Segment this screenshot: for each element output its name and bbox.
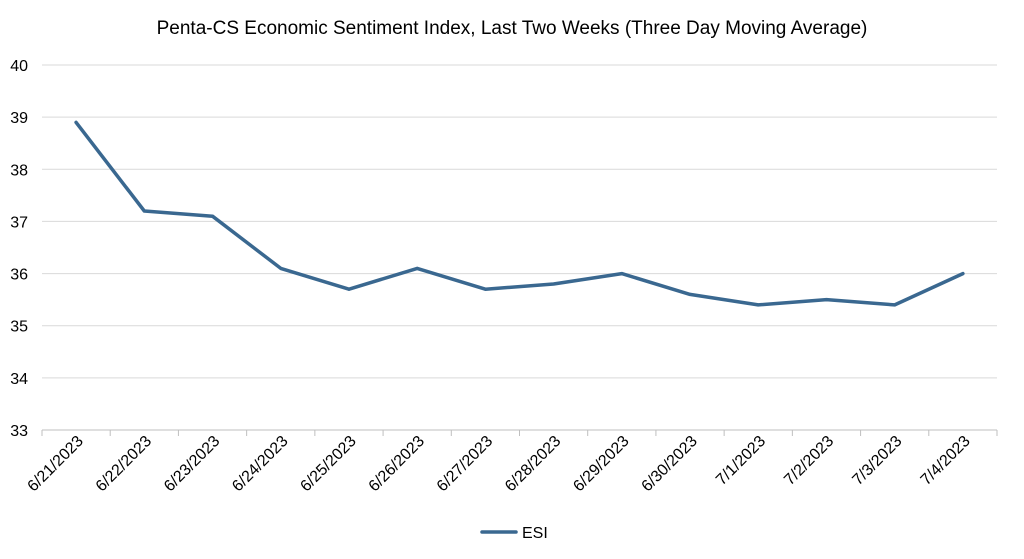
data-point <box>211 214 215 218</box>
y-tick-label: 40 <box>10 58 28 75</box>
y-tick-label: 35 <box>10 319 28 336</box>
x-axis <box>41 429 998 436</box>
data-point <box>74 120 78 124</box>
x-tick-label: 7/4/2023 <box>918 433 974 489</box>
data-point <box>415 266 419 270</box>
data-point <box>893 303 897 307</box>
x-tick-label: 7/3/2023 <box>849 433 905 489</box>
x-tick-label: 6/26/2023 <box>366 433 428 495</box>
data-point <box>279 266 283 270</box>
legend: ESI <box>480 525 548 542</box>
y-tick-label: 36 <box>10 267 28 284</box>
x-tick-label: 6/28/2023 <box>502 433 564 495</box>
data-point <box>620 272 624 276</box>
y-tick-label: 38 <box>10 162 28 179</box>
x-tick-label: 6/27/2023 <box>434 433 496 495</box>
x-tick-label: 6/30/2023 <box>639 433 701 495</box>
y-tick-label: 33 <box>10 423 28 440</box>
grid-lines <box>42 64 997 379</box>
chart-title: Penta-CS Economic Sentiment Index, Last … <box>157 18 868 39</box>
x-tick-label: 6/21/2023 <box>25 433 87 495</box>
data-point <box>961 272 965 276</box>
data-point <box>756 303 760 307</box>
data-point <box>347 287 351 291</box>
x-tick-label: 6/24/2023 <box>229 433 291 495</box>
x-tick-label: 6/22/2023 <box>93 433 155 495</box>
y-tick-label: 34 <box>10 371 28 388</box>
data-point <box>824 298 828 302</box>
y-axis-ticks: 33 34 35 36 37 38 39 40 <box>10 58 28 440</box>
x-axis-ticks: 6/21/2023 6/22/2023 6/23/2023 6/24/2023 6/25… <box>25 433 974 495</box>
x-tick-label: 6/23/2023 <box>161 433 223 495</box>
series-line-esi <box>74 120 965 307</box>
legend-label: ESI <box>522 525 548 542</box>
data-point <box>142 209 146 213</box>
data-point <box>552 282 556 286</box>
x-tick-label: 6/25/2023 <box>297 433 359 495</box>
y-tick-label: 37 <box>10 214 28 231</box>
data-point <box>688 292 692 296</box>
x-tick-label: 6/29/2023 <box>570 433 632 495</box>
y-tick-label: 39 <box>10 110 28 127</box>
x-tick-label: 7/1/2023 <box>713 433 769 489</box>
data-point <box>483 287 487 291</box>
x-tick-label: 7/2/2023 <box>781 433 837 489</box>
series-layer <box>74 120 965 307</box>
